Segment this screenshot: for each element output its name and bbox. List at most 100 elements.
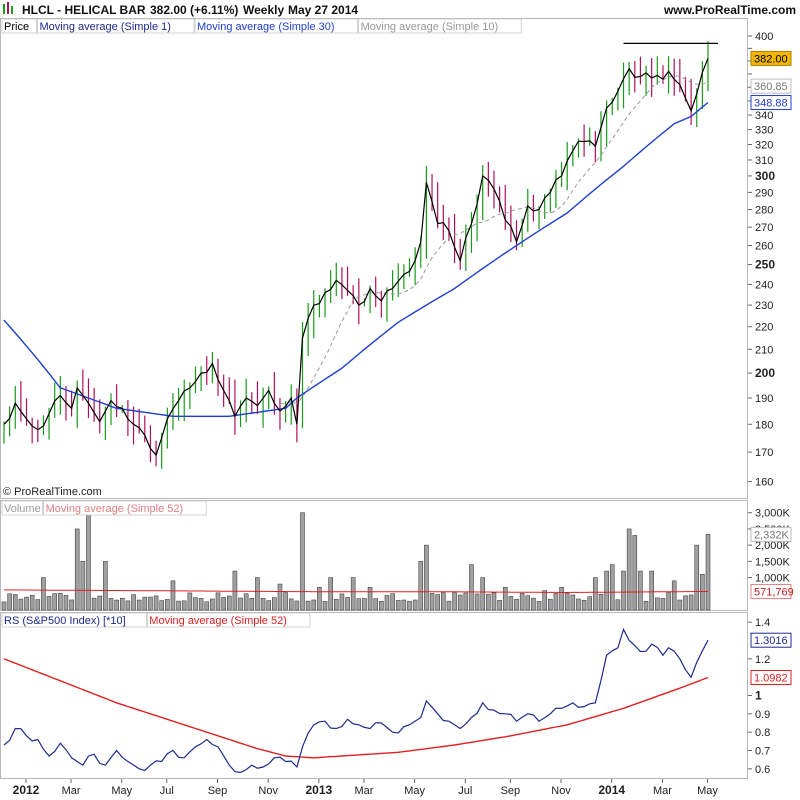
- volume-bar: [181, 600, 187, 611]
- rs-legend-item: RS (S&P500 Index) [*10]: [4, 615, 126, 627]
- volume-bar: [226, 595, 232, 611]
- volume-bar: [457, 594, 463, 611]
- x-tick-label: Sep: [208, 785, 228, 797]
- volume-bar: [260, 597, 266, 611]
- rs-tick-label: 1: [755, 689, 762, 703]
- volume-tick-label: 1,000K: [755, 573, 791, 585]
- volume-bar: [469, 564, 474, 611]
- volume-bar: [700, 574, 705, 611]
- volume-bar: [632, 535, 638, 611]
- price-tick-label: 260: [755, 240, 773, 252]
- volume-bar: [221, 597, 226, 611]
- volume-panel: [1, 502, 711, 611]
- volume-bar: [474, 593, 480, 611]
- volume-bar: [649, 570, 654, 611]
- price-tick-label: 230: [755, 300, 773, 312]
- volume-bar: [272, 597, 277, 611]
- last-price-badge-box: [750, 50, 792, 66]
- volume-bar: [671, 580, 677, 611]
- volume-bar: [525, 595, 531, 611]
- ma30-badge-box: [750, 95, 792, 111]
- volume-y-axis: 1,000K1,500K2,000K2,500K3,000K2,332K571,…: [748, 508, 794, 599]
- volume-bar: [598, 594, 604, 611]
- volume-bar: [317, 587, 322, 611]
- price-tick-label: 290: [755, 187, 773, 199]
- volume-bar: [204, 601, 210, 611]
- price-tick-label: 170: [755, 447, 773, 459]
- site-url[interactable]: www.ProRealTime.com: [663, 3, 796, 17]
- volume-panel-frame: [0, 500, 748, 611]
- volume-bar: [46, 596, 52, 611]
- volume-bar: [69, 599, 74, 611]
- volume-bar: [277, 583, 283, 611]
- volume-bar: [249, 598, 255, 611]
- price-tick-label: 270: [755, 222, 773, 234]
- volume-bar: [328, 577, 333, 611]
- volume-bar: [384, 595, 390, 611]
- x-tick-label: May: [697, 785, 718, 797]
- price-tick-label: 300: [755, 169, 775, 183]
- volume-ma52-badge-box: [750, 583, 792, 599]
- volume-bar: [300, 512, 305, 611]
- volume-bar: [688, 594, 694, 611]
- volume-legend-box: [43, 500, 207, 516]
- volume-bar: [373, 598, 379, 611]
- volume-bar: [531, 597, 536, 611]
- price-tick-label: 190: [755, 393, 773, 405]
- volume-bar: [548, 598, 553, 611]
- volume-bar: [238, 597, 243, 611]
- price-tick-label: 250: [755, 258, 775, 272]
- rs-tick-label: 0.7: [755, 746, 770, 758]
- volume-bar: [367, 587, 373, 611]
- volume-legend-item: Moving average (Simple 52): [46, 503, 184, 515]
- volume-tick-label: 3,000K: [755, 508, 791, 520]
- price-tick-label: 180: [755, 419, 773, 431]
- volume-bar: [519, 593, 525, 611]
- volume-bar: [198, 598, 204, 611]
- volume-legend-box: [1, 500, 43, 516]
- volume-bar: [626, 528, 632, 611]
- volume-bar: [136, 599, 142, 611]
- rs-panel: [3, 627, 709, 774]
- volume-bar: [52, 593, 57, 611]
- volume-last-badge: 2,332K: [754, 529, 790, 541]
- x-tick-label: Jul: [160, 785, 174, 797]
- volume-bar: [446, 600, 452, 611]
- rs-last-badge: 1.3016: [754, 635, 788, 647]
- volume-bar: [379, 600, 384, 611]
- volume-bar: [593, 577, 598, 611]
- volume-tick-label: 2,000K: [755, 540, 791, 552]
- volume-bar: [486, 593, 491, 611]
- volume-bar: [401, 599, 407, 611]
- volume-bar: [497, 600, 502, 611]
- volume-bar: [559, 587, 564, 611]
- volume-bar: [609, 564, 615, 611]
- volume-bar: [604, 570, 609, 611]
- volume-bar: [193, 597, 198, 611]
- timeframe-label: Weekly: [243, 3, 284, 17]
- ma10-line: [279, 75, 709, 405]
- volume-legend-item: Volume: [4, 503, 41, 515]
- volume-bar: [655, 597, 660, 611]
- volume-bar: [440, 592, 446, 611]
- chart-header: HLCL - HELICAL BAR 382.00 (+6.11%) Weekl…: [3, 2, 796, 17]
- volume-bar: [356, 598, 362, 611]
- volume-bar: [345, 597, 350, 611]
- price-tick-label: 330: [755, 125, 773, 137]
- volume-bar: [615, 599, 621, 611]
- volume-bar: [7, 593, 12, 611]
- rs-tick-label: 0.9: [755, 709, 770, 721]
- volume-bar: [362, 598, 367, 611]
- x-tick-label: Mar: [62, 785, 81, 797]
- last-price-badge: 382.00: [754, 53, 788, 65]
- x-tick-label: Nov: [551, 785, 571, 797]
- volume-bar: [643, 600, 649, 611]
- chart-date: May 27 2014: [288, 3, 358, 17]
- price-tick-label: 310: [755, 155, 773, 167]
- rs-legend-item: Moving average (Simple 52): [149, 615, 287, 627]
- volume-bar: [170, 580, 176, 611]
- rs-panel-frame: [0, 612, 748, 779]
- volume-tick-label: 1,500K: [755, 556, 791, 568]
- volume-bar: [576, 598, 581, 611]
- x-tick-label: 2013: [306, 783, 333, 797]
